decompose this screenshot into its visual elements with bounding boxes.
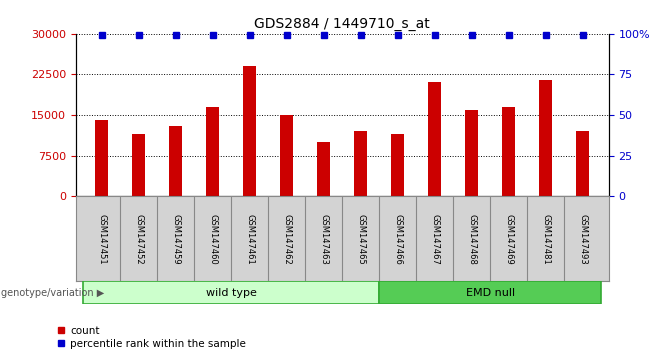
Bar (576, 131, 589, 196)
Text: GSM147463: GSM147463 (319, 213, 328, 264)
Text: GSM147465: GSM147465 (356, 213, 365, 264)
Text: GSM147466: GSM147466 (393, 213, 402, 264)
Text: EMD null: EMD null (466, 288, 515, 298)
Bar (502, 107, 515, 196)
Text: GSM147451: GSM147451 (97, 213, 106, 264)
Bar (354, 131, 367, 196)
Bar (169, 126, 182, 196)
Text: genotype/variation ▶: genotype/variation ▶ (1, 288, 104, 298)
Bar (392, 134, 404, 196)
Bar (317, 142, 330, 196)
Text: GSM147459: GSM147459 (171, 213, 180, 264)
Text: GSM147469: GSM147469 (504, 213, 513, 264)
Bar (95, 120, 108, 196)
Bar (132, 134, 145, 196)
Bar (243, 66, 256, 196)
Bar (540, 80, 552, 196)
Bar (83, 281, 379, 304)
Bar (206, 107, 219, 196)
Text: wild type: wild type (206, 288, 257, 298)
Text: GSM147481: GSM147481 (542, 213, 550, 264)
Bar (280, 115, 293, 196)
Title: GDS2884 / 1449710_s_at: GDS2884 / 1449710_s_at (254, 17, 430, 31)
Bar (428, 82, 441, 196)
Text: GSM147460: GSM147460 (208, 213, 217, 264)
Text: GSM147452: GSM147452 (134, 213, 143, 264)
Bar (379, 281, 601, 304)
Text: GSM147468: GSM147468 (467, 213, 476, 264)
Text: GSM147467: GSM147467 (430, 213, 439, 264)
Text: GSM147493: GSM147493 (578, 213, 587, 264)
Legend: count, percentile rank within the sample: count, percentile rank within the sample (58, 326, 246, 349)
Bar (465, 110, 478, 196)
Text: GSM147462: GSM147462 (282, 213, 291, 264)
Text: GSM147461: GSM147461 (245, 213, 254, 264)
